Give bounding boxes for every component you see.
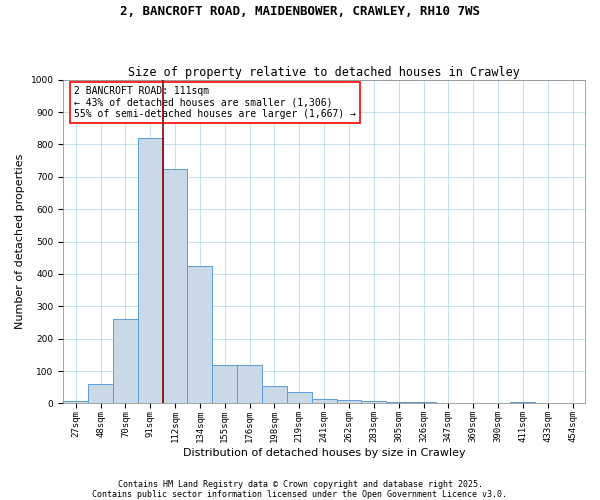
X-axis label: Distribution of detached houses by size in Crawley: Distribution of detached houses by size … bbox=[183, 448, 466, 458]
Bar bbox=[337, 400, 361, 404]
Bar bbox=[187, 266, 212, 404]
Bar bbox=[212, 364, 237, 404]
Bar bbox=[113, 320, 138, 404]
Text: Contains HM Land Registry data © Crown copyright and database right 2025.
Contai: Contains HM Land Registry data © Crown c… bbox=[92, 480, 508, 499]
Y-axis label: Number of detached properties: Number of detached properties bbox=[15, 154, 25, 329]
Bar bbox=[237, 364, 262, 404]
Bar bbox=[63, 401, 88, 404]
Bar bbox=[361, 401, 386, 404]
Text: 2 BANCROFT ROAD: 111sqm
← 43% of detached houses are smaller (1,306)
55% of semi: 2 BANCROFT ROAD: 111sqm ← 43% of detache… bbox=[74, 86, 356, 120]
Bar bbox=[511, 402, 535, 404]
Text: 2, BANCROFT ROAD, MAIDENBOWER, CRAWLEY, RH10 7WS: 2, BANCROFT ROAD, MAIDENBOWER, CRAWLEY, … bbox=[120, 5, 480, 18]
Bar bbox=[88, 384, 113, 404]
Bar bbox=[262, 386, 287, 404]
Bar bbox=[386, 402, 411, 404]
Bar bbox=[436, 403, 461, 404]
Bar bbox=[312, 399, 337, 404]
Bar bbox=[287, 392, 312, 404]
Bar bbox=[411, 402, 436, 404]
Title: Size of property relative to detached houses in Crawley: Size of property relative to detached ho… bbox=[128, 66, 520, 78]
Bar bbox=[138, 138, 163, 404]
Bar bbox=[163, 168, 187, 404]
